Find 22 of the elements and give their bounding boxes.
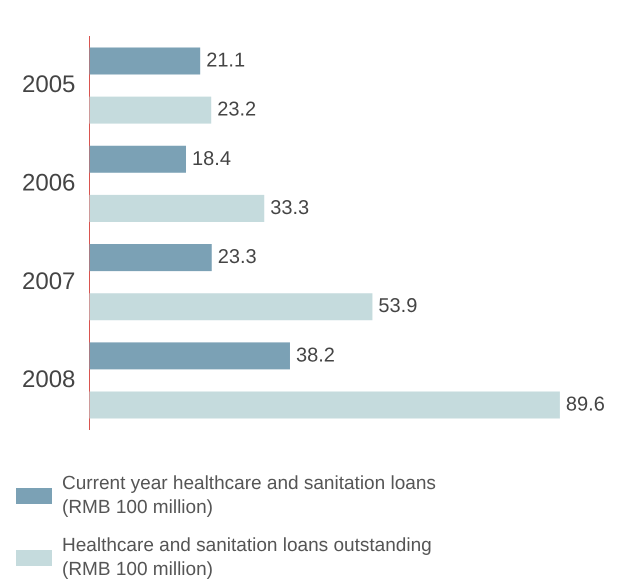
data-label: 23.3 bbox=[218, 246, 257, 268]
y-tick-label: 2007 bbox=[22, 268, 76, 295]
legend-label: Healthcare and sanitation loans outstanding (RMB 100 million) bbox=[62, 534, 433, 582]
bar bbox=[89, 342, 290, 370]
y-tick-label: 2005 bbox=[22, 71, 76, 98]
bar bbox=[89, 146, 186, 173]
data-label: 53.9 bbox=[378, 295, 418, 318]
data-label: 38.2 bbox=[296, 344, 335, 366]
bar bbox=[89, 194, 264, 222]
data-label: 33.3 bbox=[270, 196, 310, 219]
legend-label: Current year healthcare and sanitation loans (RMB 100 million) bbox=[62, 472, 437, 520]
data-label: 18.4 bbox=[192, 148, 231, 170]
bar bbox=[89, 244, 212, 272]
data-label: 23.2 bbox=[217, 98, 256, 121]
bar bbox=[89, 392, 560, 419]
bar bbox=[89, 293, 372, 320]
bar bbox=[89, 47, 200, 74]
y-tick-label: 2008 bbox=[22, 366, 76, 394]
bar bbox=[89, 96, 212, 124]
data-label: 89.6 bbox=[566, 394, 605, 416]
data-label: 21.1 bbox=[206, 49, 246, 72]
y-tick-label: 2006 bbox=[22, 169, 76, 196]
